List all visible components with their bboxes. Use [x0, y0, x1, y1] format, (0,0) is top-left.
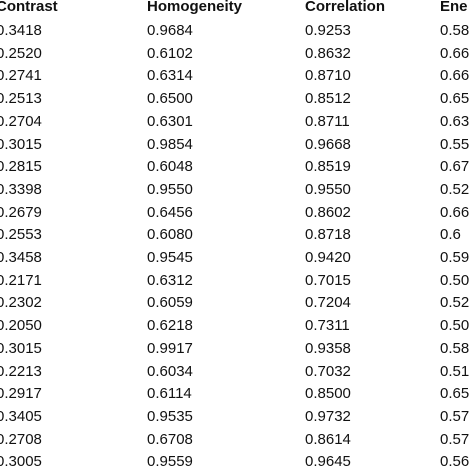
table-cell: 0.9645	[305, 453, 351, 471]
table-cell: 0.9535	[147, 407, 193, 425]
table-cell: 0.3418	[0, 22, 42, 39]
table-cell: 0.2553	[0, 226, 42, 244]
table-cell: 0.9420	[305, 249, 351, 266]
table-cell: 0.6034	[147, 362, 193, 380]
table-cell: 0.8500	[305, 385, 351, 403]
table-cell: 0.66	[440, 203, 470, 221]
table-cell: 0.3015	[0, 339, 42, 357]
table-cell: 0.8614	[305, 430, 351, 448]
table-cell: 0.9550	[147, 180, 193, 198]
column-header: Homogeneity	[147, 0, 243, 15]
table-cell: 0.58	[440, 22, 470, 39]
table-cell: 0.51	[440, 362, 470, 380]
table-cell: 0.50	[440, 271, 470, 289]
table-cell: 0.2704	[0, 112, 42, 130]
table-cell: 0.6314	[147, 67, 193, 85]
table-cell: 0.2171	[0, 271, 42, 289]
table-cell: 0.3005	[0, 453, 42, 471]
table-cell: 0.6080	[147, 226, 193, 244]
table-cell: 0.2050	[0, 317, 42, 335]
table-cell: 0.7311	[305, 317, 350, 335]
table-cell: 0.6708	[147, 430, 193, 448]
table-cell: 0.6218	[147, 317, 193, 335]
table-cell: 0.9854	[147, 135, 193, 153]
table-cell: 0.9545	[147, 249, 193, 266]
table-cell: 0.6114	[147, 385, 192, 403]
table-cell: 0.65	[440, 90, 470, 108]
table-cell: 0.6500	[147, 90, 193, 108]
table-cell: 0.65	[440, 385, 470, 403]
table-cell: 0.9917	[147, 339, 193, 357]
table-cell: 0.9253	[305, 22, 351, 39]
table-cell: 0.55	[440, 135, 470, 153]
table-cell: 0.9684	[147, 22, 193, 39]
table-cell: 0.6301	[147, 112, 193, 130]
table-cell: 0.3458	[0, 249, 42, 266]
table-cell: 0.57	[440, 407, 470, 425]
table-cell: 0.2708	[0, 430, 42, 448]
table-cell: 0.7204	[305, 294, 351, 312]
table-cell: 0.2520	[0, 44, 42, 62]
table-cell: 0.57	[440, 430, 470, 448]
table-cell: 0.8602	[305, 203, 351, 221]
table-cell: 0.3398	[0, 180, 42, 198]
table-cell: 0.59	[440, 249, 470, 266]
table-cell: 0.66	[440, 44, 470, 62]
table-cell: 0.9668	[305, 135, 351, 153]
table-cell: 0.3405	[0, 407, 42, 425]
table-cell: 0.9559	[147, 453, 193, 471]
table-cell: 0.6456	[147, 203, 193, 221]
table-cell: 0.63	[440, 112, 470, 130]
table-cell: 0.56	[440, 453, 470, 471]
column-header: Ene	[440, 0, 468, 15]
table-cell: 0.8632	[305, 44, 351, 62]
table-cell: 0.2741	[0, 67, 42, 85]
table-cell: 0.8711	[305, 112, 350, 130]
table-cell: 0.2302	[0, 294, 42, 312]
column-header: Correlation	[305, 0, 386, 15]
table-cell: 0.52	[440, 180, 470, 198]
table-cell: 0.58	[440, 339, 470, 357]
table-cell: 0.3015	[0, 135, 42, 153]
table-cell: 0.66	[440, 67, 470, 85]
table-cell: 0.8710	[305, 67, 351, 85]
table-cell: 0.2679	[0, 203, 42, 221]
table-cell: 0.8512	[305, 90, 351, 108]
table-cell: 0.9358	[305, 339, 351, 357]
table-cell: 0.67	[440, 158, 470, 176]
table-cell: 0.52	[440, 294, 470, 312]
table-cell: 0.6312	[147, 271, 193, 289]
table-cell: 0.2815	[0, 158, 42, 176]
table-cell: 0.8519	[305, 158, 351, 176]
table-cell: 0.6	[440, 226, 461, 244]
table-cell: 0.7032	[305, 362, 351, 380]
table-cell: 0.7015	[305, 271, 351, 289]
table-cell: 0.2917	[0, 385, 42, 403]
table-cell: 0.6102	[147, 44, 193, 62]
table-cell: 0.6048	[147, 158, 193, 176]
table-cell: 0.9550	[305, 180, 351, 198]
table-cell: 0.6059	[147, 294, 193, 312]
table-cell: 0.8718	[305, 226, 351, 244]
column-header: Contrast	[0, 0, 58, 15]
table-cell: 0.9732	[305, 407, 351, 425]
table-cell: 0.50	[440, 317, 470, 335]
table-cell: 0.2213	[0, 362, 42, 380]
table-cell: 0.2513	[0, 90, 42, 108]
